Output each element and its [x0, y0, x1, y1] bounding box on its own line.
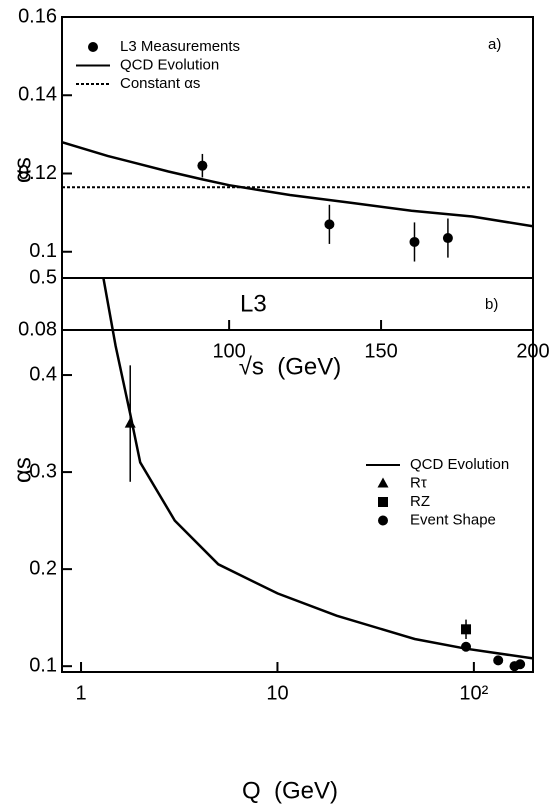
data-point: [461, 641, 472, 652]
panel-title: L3: [240, 290, 267, 317]
panel-label: b): [485, 296, 498, 313]
legend-swatch: [378, 515, 388, 526]
data-point: [197, 160, 208, 171]
y-tick-label: 0.4: [29, 363, 57, 385]
x-tick-label: 10²: [459, 682, 488, 704]
x-tick-label: 1: [75, 682, 86, 704]
panel-label: a): [488, 36, 501, 53]
series-line: [102, 278, 533, 660]
legend-label: QCD Evolution: [120, 56, 219, 73]
data-point: [324, 219, 335, 230]
y-tick-label: 0.14: [18, 84, 57, 106]
x-axis-label: √s (GeV): [239, 353, 342, 380]
x-tick-label: 10: [266, 682, 288, 704]
plot-frame: [61, 277, 534, 673]
legend-label: RZ: [410, 493, 430, 510]
y-tick-label: 0.5: [29, 266, 57, 288]
y-tick-label: 0.08: [18, 318, 57, 340]
data-point: [409, 236, 420, 247]
y-tick-label: 0.1: [29, 654, 57, 676]
series-line: [62, 141, 533, 228]
y-axis-label: αs: [9, 157, 36, 183]
legend-swatch: [377, 477, 389, 488]
legend-swatch: [378, 497, 388, 507]
data-point: [461, 624, 472, 635]
y-tick-label: 0.3: [29, 460, 57, 482]
legend-label: Constant αs: [120, 75, 200, 92]
y-tick-label: 0.1: [29, 240, 57, 262]
data-point: [124, 417, 136, 428]
data-point: [442, 233, 453, 244]
legend-swatch: [88, 42, 98, 52]
x-axis-label: Q (GeV): [242, 777, 338, 804]
data-point: [515, 659, 526, 670]
y-tick-label: 0.12: [18, 162, 57, 184]
x-tick-label: 100: [212, 340, 245, 362]
y-tick-label: 0.2: [29, 557, 57, 579]
x-tick-label: 150: [364, 340, 397, 362]
y-axis-label: αs: [9, 457, 36, 483]
legend-label: Rτ: [410, 474, 427, 491]
data-point: [493, 655, 504, 666]
legend-label: L3 Measurements: [120, 38, 240, 55]
legend-label: Event Shape: [410, 511, 496, 528]
legend-label: QCD Evolution: [410, 456, 509, 473]
y-tick-label: 0.16: [18, 5, 57, 27]
